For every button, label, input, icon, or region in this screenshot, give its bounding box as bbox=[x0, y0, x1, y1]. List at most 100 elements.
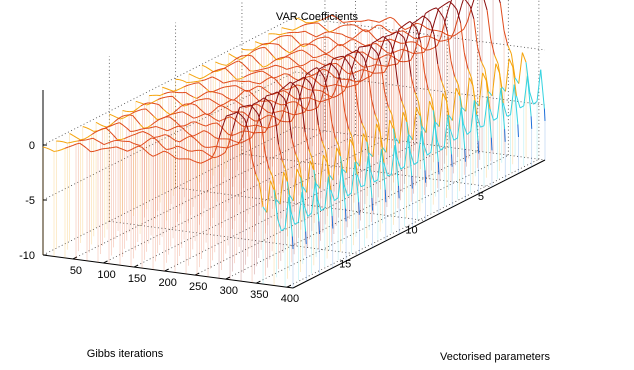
trace-segment bbox=[460, 22, 465, 53]
trace-segment bbox=[328, 84, 333, 87]
trace-segment bbox=[368, 19, 373, 22]
trace-segment bbox=[72, 135, 78, 139]
trace-segment bbox=[328, 174, 334, 181]
trace-segment bbox=[229, 60, 235, 64]
trace-segment bbox=[507, 45, 512, 55]
trace-segment bbox=[328, 36, 333, 41]
trace-segment bbox=[360, 184, 365, 188]
trace-segment bbox=[400, 46, 406, 59]
trace-segment bbox=[228, 85, 233, 87]
trace-segment bbox=[323, 99, 328, 102]
trace-segment bbox=[349, 51, 354, 55]
trace-segment bbox=[320, 18, 325, 21]
trace-segment bbox=[442, 39, 447, 42]
trace-segment bbox=[396, 41, 401, 44]
trace-segment bbox=[304, 105, 309, 113]
trace-segment bbox=[349, 138, 355, 147]
trace-segment bbox=[298, 162, 304, 187]
trace-segment bbox=[413, 39, 419, 54]
trace-segment bbox=[111, 140, 116, 143]
trace-segment bbox=[379, 36, 384, 40]
trace-segment bbox=[279, 57, 284, 60]
trace-segment bbox=[280, 120, 285, 123]
trace-segment bbox=[456, 9, 462, 24]
trace-segment bbox=[397, 22, 402, 28]
trace-segment bbox=[474, 101, 480, 107]
trace-segment bbox=[345, 138, 351, 173]
trace-segment bbox=[420, 131, 426, 171]
trace-segment bbox=[449, 1, 454, 6]
trace-segment bbox=[407, 48, 412, 77]
trace-segment bbox=[316, 55, 321, 58]
z-tick-label: 0 bbox=[29, 140, 35, 152]
trace-segment bbox=[287, 110, 293, 139]
trace-segment bbox=[181, 126, 186, 132]
trace-segment bbox=[70, 141, 75, 143]
trace-segment bbox=[360, 53, 365, 59]
trace-segment bbox=[154, 138, 160, 143]
trace-segment bbox=[136, 105, 142, 110]
trace-segment bbox=[226, 80, 231, 83]
trace-segment bbox=[241, 126, 247, 139]
trace-segment bbox=[391, 114, 397, 139]
trace-segment bbox=[301, 49, 306, 53]
trace-segment bbox=[254, 71, 259, 74]
trace-segment bbox=[409, 151, 415, 165]
trace-segment bbox=[89, 137, 94, 140]
trace-segment bbox=[91, 131, 96, 136]
trace-segment bbox=[334, 197, 339, 202]
trace-segment bbox=[128, 114, 133, 117]
trace-segment bbox=[281, 86, 286, 91]
trace-segment bbox=[287, 53, 292, 57]
trace-segment bbox=[122, 110, 127, 112]
y-tick-label: 5 bbox=[478, 191, 484, 203]
trace-segment bbox=[74, 140, 79, 143]
trace-segment bbox=[302, 19, 307, 24]
trace-segment bbox=[338, 57, 343, 61]
trace-segment bbox=[157, 135, 162, 138]
trace-segment bbox=[262, 206, 268, 213]
trace-segment bbox=[334, 137, 340, 147]
trace-segment bbox=[279, 172, 285, 205]
trace-segment bbox=[429, 101, 434, 111]
trace-segment bbox=[210, 70, 215, 74]
trace-segment bbox=[303, 205, 309, 217]
trace-segment bbox=[99, 124, 104, 127]
trace-segment bbox=[343, 55, 348, 62]
trace-segment bbox=[240, 114, 246, 120]
trace-segment bbox=[325, 93, 330, 97]
trace-segment bbox=[243, 74, 248, 78]
trace-segment bbox=[517, 124, 519, 138]
trace-segment bbox=[326, 162, 332, 190]
trace-segment bbox=[190, 135, 195, 139]
trace-segment bbox=[328, 176, 333, 217]
trace-segment bbox=[338, 18, 344, 23]
trace-segment bbox=[390, 40, 396, 54]
trace-segment bbox=[256, 100, 261, 104]
trace-segment bbox=[206, 153, 211, 157]
trace-segment bbox=[513, 84, 519, 125]
trace-segment bbox=[136, 119, 141, 125]
trace-segment bbox=[187, 83, 192, 86]
trace-segment bbox=[231, 133, 236, 136]
trace-segment bbox=[69, 133, 74, 137]
trace-segment bbox=[267, 66, 273, 69]
trace-segment bbox=[307, 212, 312, 217]
trace-segment bbox=[324, 16, 329, 20]
trace-segment bbox=[279, 33, 284, 36]
x-tick-mark bbox=[164, 268, 169, 272]
trace-segment bbox=[320, 71, 325, 78]
trace-segment bbox=[277, 118, 283, 126]
trace-segment bbox=[329, 48, 334, 53]
trace-segment bbox=[103, 142, 108, 146]
trace-segment bbox=[342, 168, 347, 174]
trace-segment bbox=[168, 135, 173, 139]
trace-segment bbox=[504, 129, 506, 142]
iteration-trace bbox=[55, 104, 307, 282]
trace-segment bbox=[241, 124, 246, 128]
trace-segment bbox=[143, 139, 149, 144]
trace-segment bbox=[336, 147, 341, 157]
trace-segment bbox=[271, 64, 276, 67]
trace-segment bbox=[336, 56, 340, 59]
trace-segment bbox=[282, 110, 287, 113]
